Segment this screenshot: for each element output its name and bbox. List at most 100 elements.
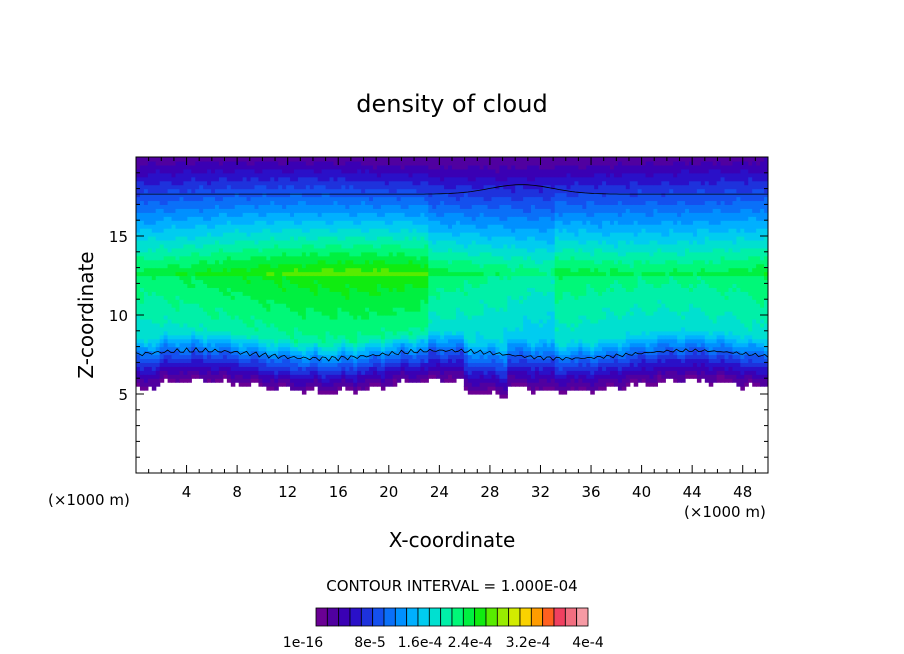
density-cell bbox=[463, 291, 469, 296]
density-cell bbox=[689, 212, 694, 225]
density-cell bbox=[523, 168, 528, 178]
density-cell bbox=[282, 239, 287, 249]
density-cell bbox=[151, 236, 157, 253]
density-cell bbox=[728, 342, 734, 348]
density-cell bbox=[317, 259, 323, 273]
density-cell bbox=[270, 168, 275, 178]
density-cell bbox=[361, 291, 366, 320]
density-cell bbox=[677, 366, 682, 375]
density-cell bbox=[748, 295, 753, 332]
density-cell bbox=[542, 208, 548, 217]
density-cell bbox=[250, 338, 256, 344]
density-cell bbox=[341, 378, 346, 387]
density-cell bbox=[309, 342, 315, 348]
density-cell bbox=[376, 346, 382, 352]
density-cell bbox=[412, 255, 418, 265]
density-cell bbox=[574, 157, 579, 166]
density-cell bbox=[752, 370, 757, 379]
density-cell bbox=[353, 366, 358, 371]
density-cell bbox=[598, 338, 603, 344]
density-cell bbox=[357, 196, 362, 205]
density-cell bbox=[728, 220, 734, 229]
density-cell bbox=[309, 220, 315, 229]
density-cell bbox=[195, 275, 200, 281]
density-cell bbox=[305, 307, 311, 336]
density-cell bbox=[621, 315, 627, 340]
density-cell bbox=[136, 366, 141, 371]
density-cell bbox=[515, 299, 520, 328]
density-cell bbox=[262, 354, 267, 360]
density-cell bbox=[503, 220, 508, 229]
density-cell bbox=[226, 338, 232, 344]
density-cell bbox=[167, 188, 173, 202]
density-cell bbox=[523, 342, 528, 352]
density-cell bbox=[542, 184, 548, 202]
density-cell bbox=[305, 220, 311, 233]
density-cell bbox=[183, 243, 188, 257]
density-cell bbox=[305, 287, 311, 308]
density-cell bbox=[653, 192, 658, 202]
density-cell bbox=[732, 338, 737, 348]
density-cell bbox=[163, 374, 169, 379]
density-cell bbox=[333, 382, 339, 391]
density-cell bbox=[147, 236, 153, 249]
density-cell bbox=[373, 366, 378, 371]
density-cell bbox=[380, 358, 386, 363]
density-cell bbox=[586, 220, 591, 233]
density-cell bbox=[392, 350, 398, 356]
density-cell bbox=[756, 338, 761, 344]
density-cell bbox=[570, 212, 576, 221]
density-cell bbox=[412, 346, 418, 352]
density-cell bbox=[558, 192, 564, 202]
density-cell bbox=[258, 370, 263, 375]
density-cell bbox=[270, 366, 275, 371]
density-cell bbox=[452, 370, 457, 379]
density-cell bbox=[290, 255, 295, 265]
density-cell bbox=[341, 374, 346, 379]
density-cell bbox=[412, 326, 418, 340]
density-cell bbox=[191, 239, 196, 245]
density-cell bbox=[282, 164, 287, 174]
density-cell bbox=[384, 228, 390, 237]
density-cell bbox=[444, 204, 449, 213]
density-cell bbox=[736, 180, 741, 194]
density-cell bbox=[424, 204, 429, 217]
density-cell bbox=[218, 346, 224, 352]
density-cell bbox=[337, 334, 342, 344]
density-cell bbox=[274, 350, 279, 356]
density-cell bbox=[337, 188, 342, 198]
density-cell bbox=[388, 164, 394, 174]
density-cell bbox=[222, 160, 228, 174]
density-cell bbox=[203, 243, 208, 257]
density-cell bbox=[748, 164, 753, 174]
density-cell bbox=[361, 232, 366, 237]
density-cell bbox=[736, 259, 741, 269]
density-cell bbox=[475, 204, 481, 217]
density-cell bbox=[420, 374, 425, 379]
density-cell bbox=[392, 342, 398, 352]
density-cell bbox=[341, 263, 346, 273]
density-cell bbox=[669, 370, 674, 379]
density-cell bbox=[305, 212, 311, 221]
density-cell bbox=[700, 228, 706, 245]
density-cell bbox=[752, 255, 757, 269]
density-cell bbox=[175, 322, 181, 336]
density-cell bbox=[294, 247, 299, 257]
density-cell bbox=[218, 291, 224, 308]
density-cell bbox=[254, 255, 260, 269]
density-cell bbox=[661, 271, 666, 277]
density-cell bbox=[629, 354, 635, 360]
density-cell bbox=[207, 362, 212, 367]
density-cell bbox=[305, 374, 311, 379]
density-cell bbox=[155, 259, 161, 269]
density-cell bbox=[353, 228, 358, 237]
density-cell bbox=[325, 330, 331, 348]
x-tick-label: 40 bbox=[632, 483, 651, 501]
density-cell bbox=[444, 342, 449, 348]
density-cell bbox=[448, 271, 453, 277]
density-cell bbox=[499, 342, 504, 352]
density-cell bbox=[507, 247, 512, 261]
density-cell bbox=[736, 157, 741, 162]
density-cell bbox=[452, 271, 457, 277]
density-cell bbox=[467, 346, 473, 356]
